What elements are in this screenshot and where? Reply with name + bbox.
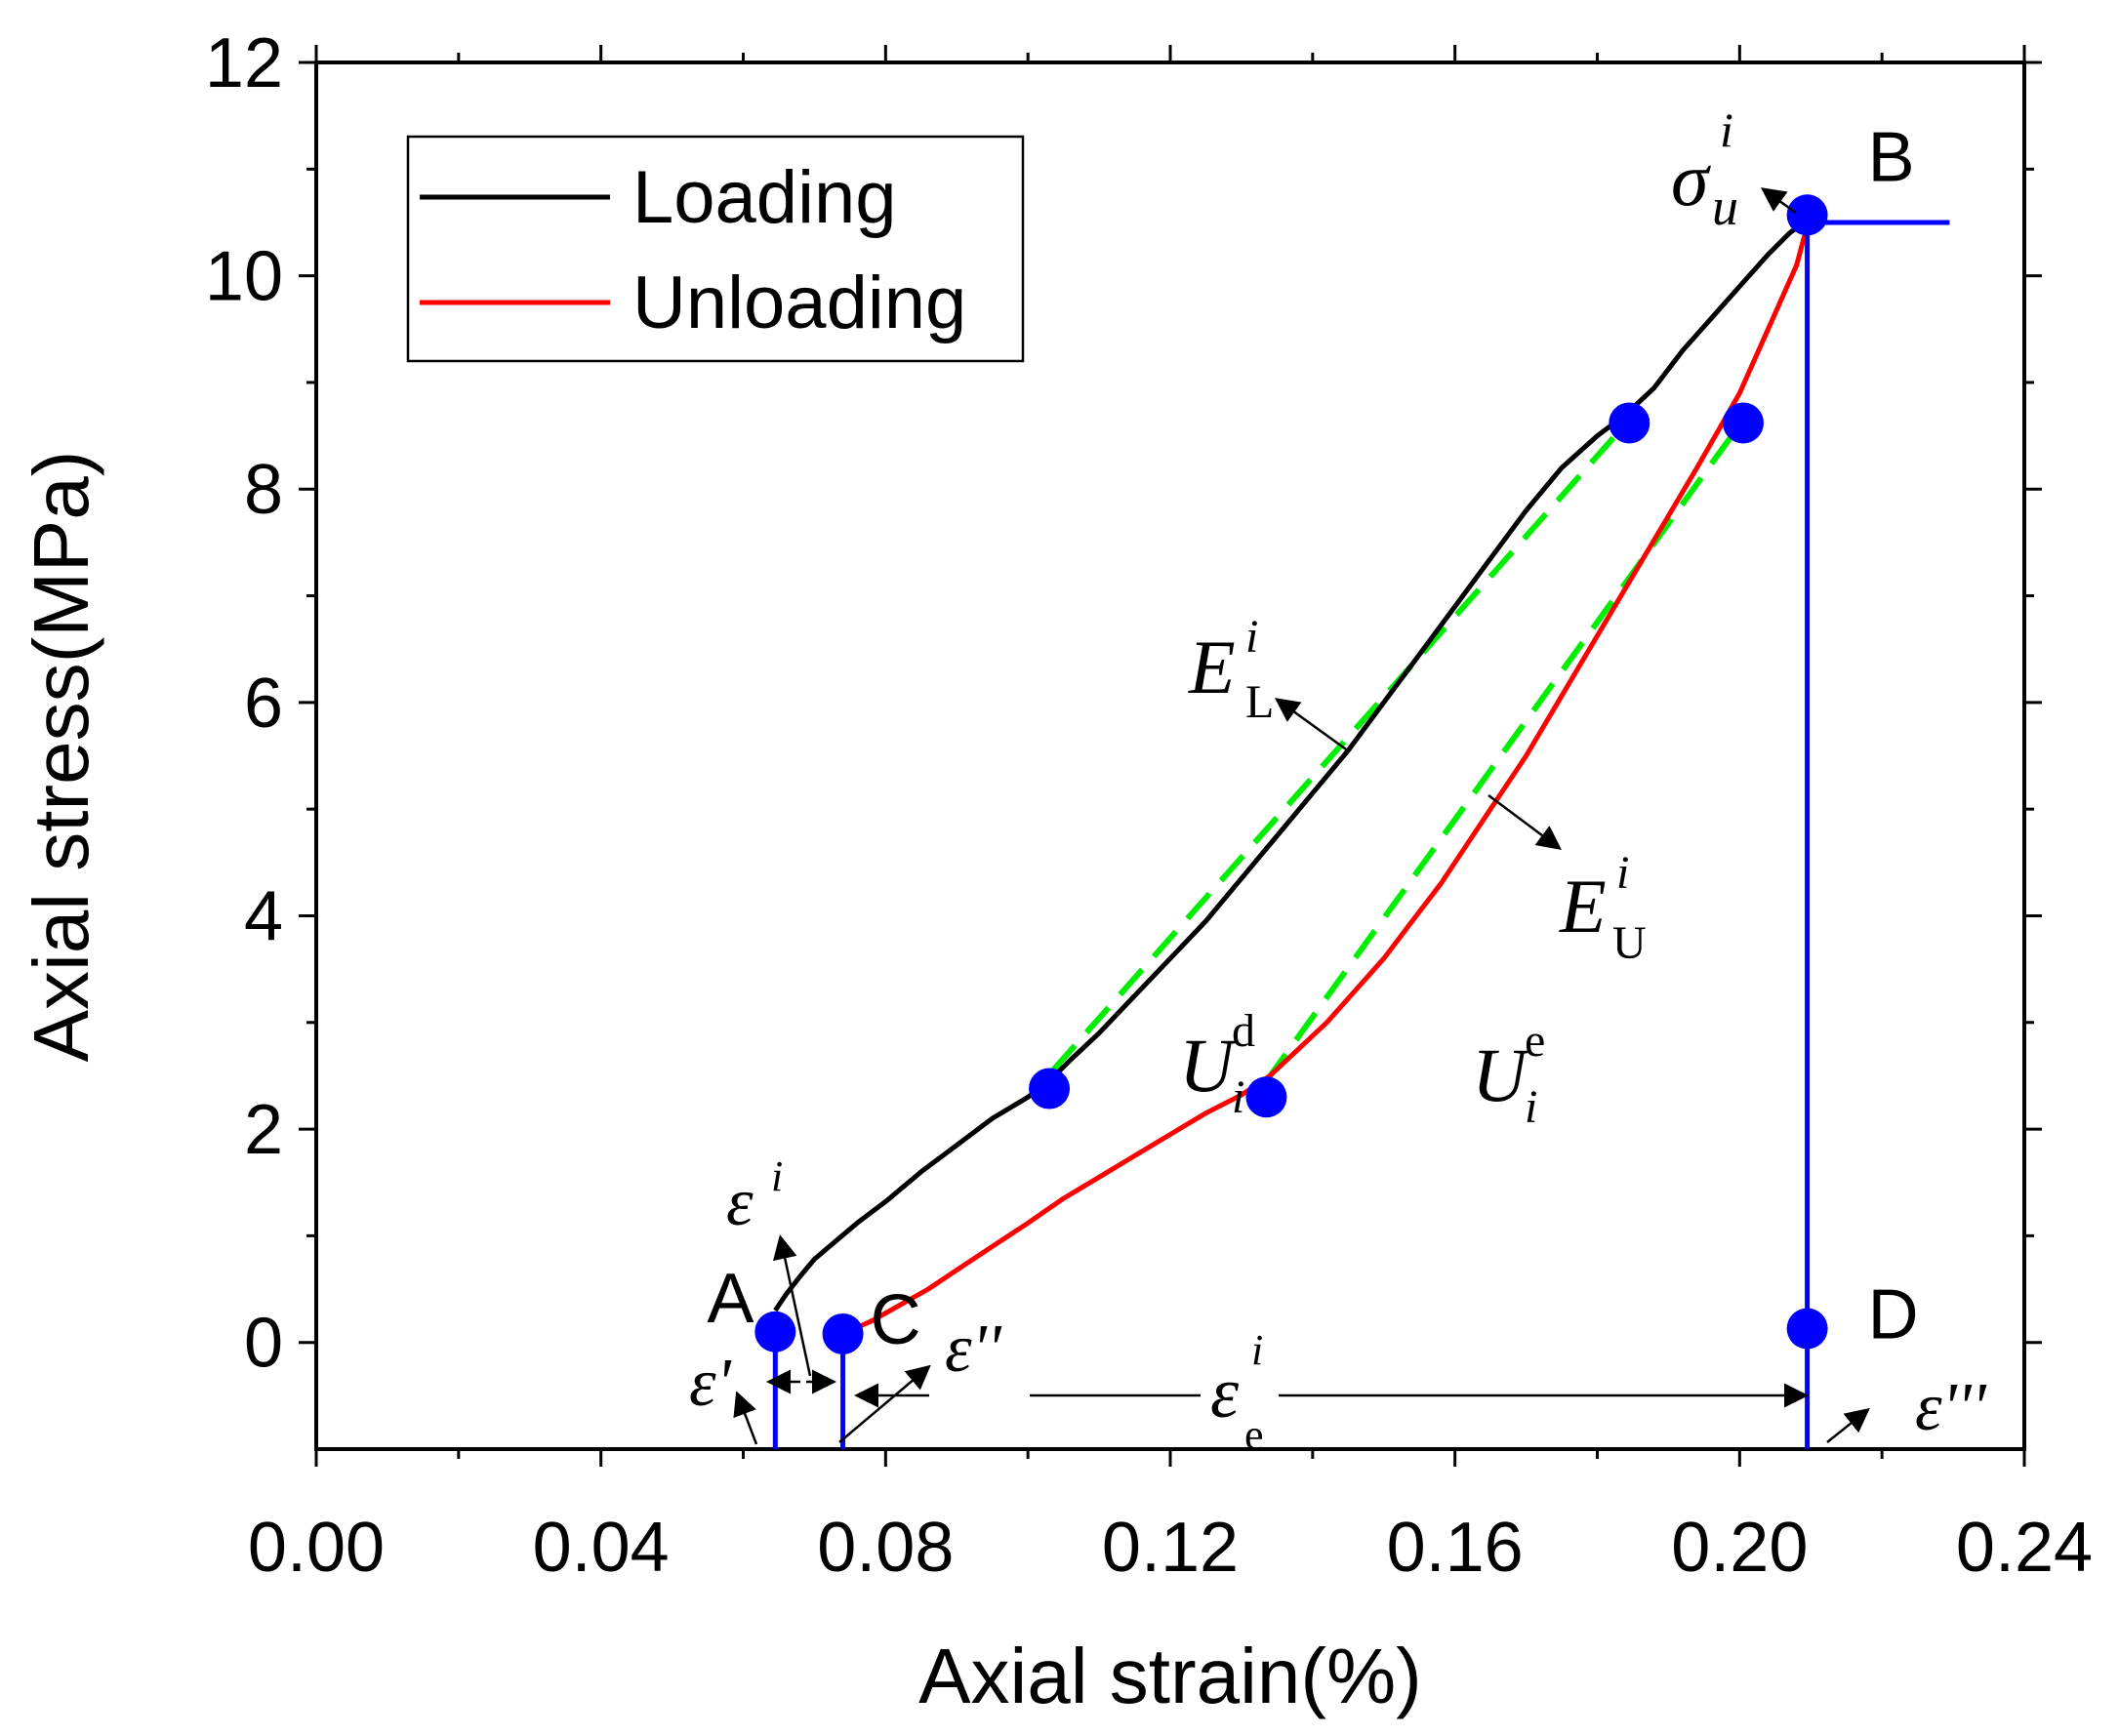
label-eps-e-sup: i: [1251, 1326, 1263, 1374]
label-U-e-sub: i: [1525, 1081, 1537, 1133]
label-U-d-sub: i: [1232, 1071, 1244, 1123]
y-tick-labels: 0 2 4 6 8 10 12: [205, 24, 283, 1383]
data-point-2: [1029, 1068, 1071, 1110]
x-tick-label-3: 0.12: [1102, 1509, 1239, 1587]
x-tick-label-5: 0.20: [1671, 1509, 1808, 1587]
legend-box: [406, 135, 1025, 363]
point-labels: A C B D: [707, 118, 1918, 1359]
label-eps-e: ε: [1210, 1353, 1240, 1433]
point-label-b: B: [1868, 118, 1915, 196]
reference-lines: [772, 215, 1950, 1449]
x-tick-label-1: 0.04: [533, 1509, 670, 1587]
x-tick-label-0: 0.00: [248, 1509, 385, 1587]
label-eps-i: ε: [726, 1165, 754, 1240]
y-tick-label-4: 8: [244, 451, 283, 529]
label-U-d: U: [1179, 1023, 1239, 1108]
label-eps-i-sup: i: [771, 1152, 783, 1200]
x-tick-labels: 0.00 0.04 0.08 0.12 0.16 0.20 0.24: [248, 1509, 2093, 1587]
series-loading: [773, 215, 1813, 1312]
series-unloading: [841, 216, 1813, 1337]
data-point-1: [822, 1312, 864, 1354]
x-tick-label-2: 0.08: [817, 1509, 954, 1587]
point-label-c: C: [871, 1281, 921, 1359]
arrow-eps-1: [733, 1391, 758, 1445]
arrow-eps-2-diag: [838, 1364, 931, 1443]
legend: Loading Unloading: [406, 135, 1025, 363]
y-tick-label-2: 4: [244, 877, 283, 955]
arrow-E-L: [1274, 698, 1350, 753]
x-axis-title: Axial strain(%): [918, 1633, 1422, 1719]
point-label-a: A: [707, 1260, 754, 1338]
y-axis-title: Axial stress(MPa): [18, 451, 104, 1063]
arrow-eps-i-up: [772, 1234, 812, 1377]
data-point-6: [1786, 194, 1828, 236]
y-tick-label-1: 2: [244, 1091, 283, 1169]
label-E-L-sup: i: [1245, 611, 1258, 663]
legend-label-loading: Loading: [632, 156, 897, 239]
arrow-sigma-u: [1760, 187, 1797, 215]
label-sigma-u-sup: i: [1720, 102, 1733, 157]
axis-ticks: [299, 45, 2042, 1467]
label-U-e: U: [1472, 1032, 1531, 1117]
y-tick-label-0: 0: [244, 1305, 283, 1383]
data-point-3: [1245, 1076, 1287, 1118]
data-point-5: [1722, 402, 1764, 444]
label-U-d-sup: d: [1232, 1005, 1255, 1057]
points-layer: [754, 194, 1828, 1354]
label-eps-3: ε''': [1915, 1370, 1987, 1445]
data-point-0: [754, 1311, 796, 1352]
label-E-L-sub: L: [1245, 676, 1274, 728]
y-tick-label-6: 12: [205, 24, 283, 102]
arrow-E-U: [1487, 793, 1563, 850]
data-point-7: [1786, 1308, 1828, 1350]
x-tick-label-4: 0.16: [1387, 1509, 1524, 1587]
label-E-U-sub: U: [1612, 917, 1647, 969]
label-E-U-sup: i: [1616, 847, 1629, 899]
label-sigma-u-sub: u: [1712, 178, 1738, 236]
label-sigma-u: σ: [1671, 137, 1711, 222]
y-tick-label-5: 10: [205, 238, 283, 316]
label-U-e-sup: e: [1525, 1015, 1545, 1067]
x-tick-label-6: 0.24: [1956, 1509, 2093, 1587]
label-E-U: E: [1559, 864, 1607, 949]
y-tick-label-3: 6: [244, 665, 283, 743]
point-label-d: D: [1868, 1275, 1919, 1353]
math-annotations: σ i u E i L E i U U d i U e i ε i ε' ε''…: [689, 102, 1987, 1459]
label-eps-e-sub: e: [1244, 1411, 1264, 1459]
legend-label-unloading: Unloading: [632, 262, 966, 344]
annotation-arrows: [733, 187, 1870, 1445]
label-eps-2: ε'': [945, 1312, 1002, 1387]
arrow-eps-3: [1826, 1407, 1870, 1443]
label-E-L: E: [1188, 625, 1236, 709]
tangent-lines: [1050, 418, 1746, 1083]
data-point-4: [1609, 402, 1650, 444]
series-layer: [773, 215, 1813, 1337]
tangent-line-1: [1264, 418, 1746, 1083]
label-eps-1: ε': [689, 1346, 732, 1421]
